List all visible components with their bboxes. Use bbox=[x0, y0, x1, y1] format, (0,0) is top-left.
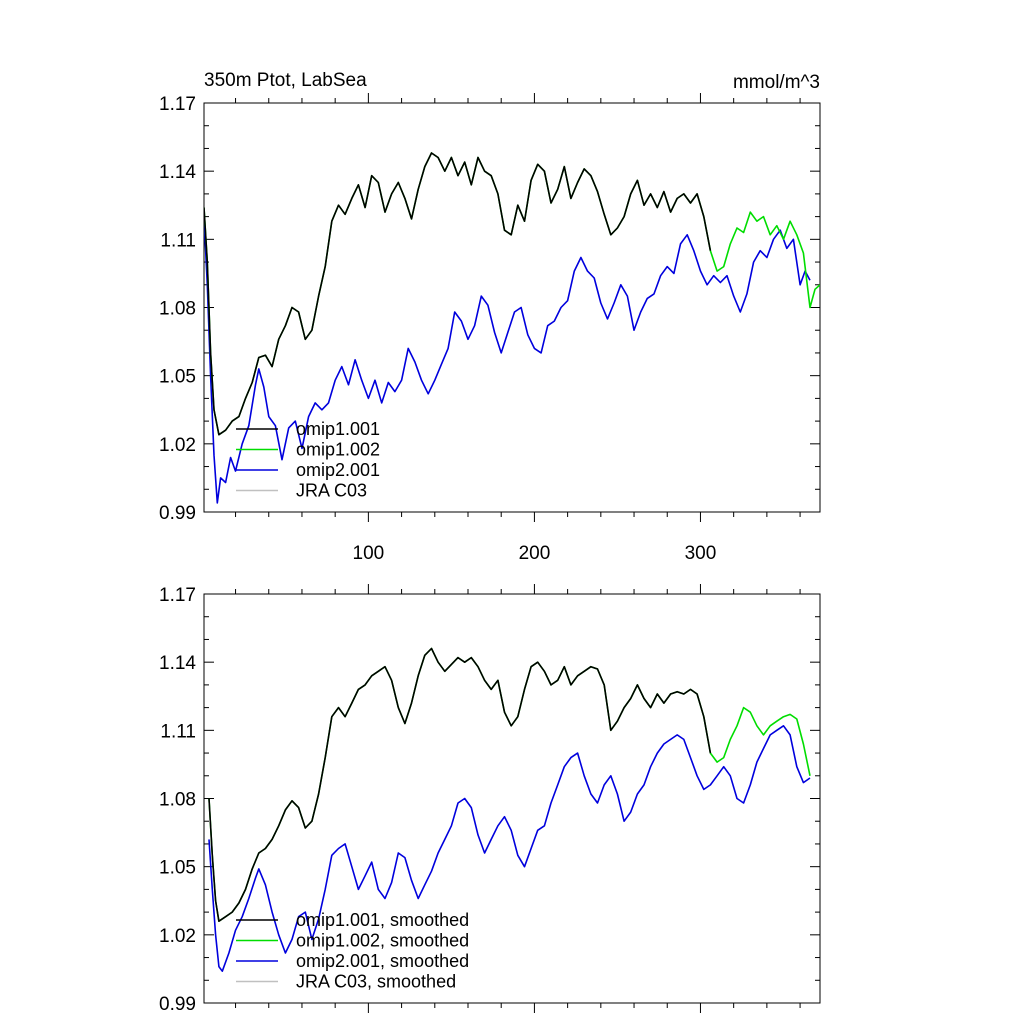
y-tick-label: 0.99 bbox=[159, 994, 196, 1015]
x-tick-label: 300 bbox=[685, 543, 717, 564]
legend-label: omip1.002, smoothed bbox=[296, 931, 469, 951]
y-tick-label: 1.05 bbox=[159, 367, 196, 388]
legend-label: omip2.001, smoothed bbox=[296, 951, 469, 971]
y-tick-label: 1.05 bbox=[159, 858, 196, 879]
series-line-omip2-001 bbox=[204, 216, 811, 504]
y-tick-label: 1.02 bbox=[159, 926, 196, 947]
x-tick-label: 200 bbox=[519, 543, 551, 564]
chart-panel-2: 0.99 1.02 1.05 1.08 1.11 1.14 1.17 omip1.001, s… bbox=[159, 584, 821, 1015]
legend-label: JRA C03, smoothed bbox=[296, 972, 456, 992]
legend-label: omip2.001 bbox=[296, 460, 380, 480]
series-line-omip1-001 bbox=[204, 152, 712, 436]
x-tick-label: 100 bbox=[353, 543, 385, 564]
legend-label: omip1.001 bbox=[296, 419, 380, 439]
series-line-omip1-002-smoothed bbox=[208, 647, 811, 922]
y-tick-label: 1.11 bbox=[160, 721, 196, 742]
y-tick-label: 1.08 bbox=[159, 790, 196, 811]
chart-title: 350m Ptot, LabSea bbox=[204, 70, 367, 91]
y-tick-label: 1.14 bbox=[159, 653, 196, 674]
chart-panel-1: 0.99 1.02 1.05 1.08 1.11 1.14 1.17 100 200 300 350… bbox=[159, 70, 821, 564]
series-line-omip2-001-smoothed bbox=[208, 725, 811, 972]
y-tick-label: 1.11 bbox=[160, 230, 196, 251]
y-tick-label: 1.08 bbox=[159, 299, 196, 320]
y-tick-label: 1.02 bbox=[159, 435, 196, 456]
legend-label: JRA C03 bbox=[296, 481, 367, 501]
units-label: mmol/m^3 bbox=[733, 72, 820, 93]
y-tick-label: 0.99 bbox=[159, 503, 196, 524]
series-line-omip1-002 bbox=[204, 152, 820, 436]
series-line-omip1-001-smoothed bbox=[208, 647, 712, 922]
legend-label: omip1.001, smoothed bbox=[296, 910, 469, 930]
y-tick-label: 1.17 bbox=[159, 94, 196, 115]
y-tick-label: 1.14 bbox=[159, 162, 196, 183]
y-tick-label: 1.17 bbox=[159, 585, 196, 606]
legend-label: omip1.002 bbox=[296, 440, 380, 460]
